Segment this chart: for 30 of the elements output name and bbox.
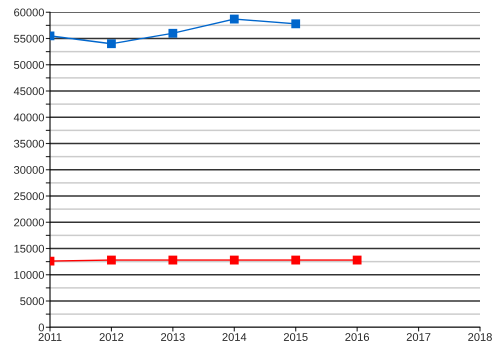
y-tick-label: 45000 (14, 87, 44, 96)
point (230, 256, 239, 264)
point (291, 256, 300, 264)
y-tick-label: 15000 (14, 244, 44, 253)
x-tick-label: 2018 (468, 333, 492, 341)
y-tick-label: 35000 (14, 140, 44, 148)
x-tick-label: 2013 (161, 333, 185, 341)
point (107, 256, 116, 264)
y-tick-label: 50000 (14, 61, 44, 69)
y-tick-label: 55000 (14, 34, 44, 43)
point (107, 39, 116, 48)
y-tick-label: 20000 (14, 218, 44, 226)
x-tick-label: 2016 (345, 333, 370, 341)
x-tick-label: 2014 (222, 333, 246, 341)
point (291, 19, 300, 28)
x-tick-label: 2012 (100, 333, 124, 341)
point (168, 256, 178, 264)
y-tick-label: 30000 (14, 166, 44, 174)
x-tick-label: 2015 (284, 333, 308, 341)
x-tick-label: 2011 (38, 333, 62, 341)
y-tick-label: 5000 (20, 297, 44, 306)
y-tick-label: 60000 (14, 8, 44, 16)
y-tick-label: 0 (38, 324, 44, 332)
point (168, 28, 178, 38)
y-tick-label: 10000 (14, 271, 44, 279)
point (230, 14, 239, 24)
x-tick-label: 2017 (406, 333, 430, 341)
y-tick-label: 40000 (14, 114, 44, 122)
point (352, 256, 362, 264)
y-tick-label: 25000 (14, 192, 44, 200)
